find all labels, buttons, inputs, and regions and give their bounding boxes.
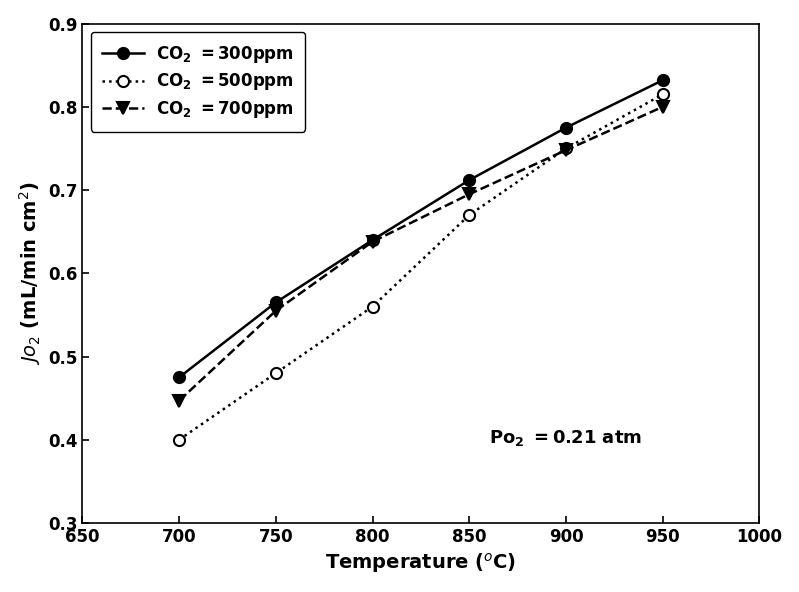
$\mathbf{CO_2}$ $\mathbf{= 300ppm}$ bbox=[464, 176, 474, 184]
Y-axis label: $Jo_2$ (mL/min cm$^2$): $Jo_2$ (mL/min cm$^2$) bbox=[17, 181, 42, 365]
$\mathbf{CO_2}$ $\mathbf{= 700ppm}$ bbox=[658, 104, 667, 111]
$\mathbf{CO_2}$ $\mathbf{= 700ppm}$ bbox=[174, 397, 184, 404]
Line: $\mathbf{CO_2}$ $\mathbf{= 700ppm}$: $\mathbf{CO_2}$ $\mathbf{= 700ppm}$ bbox=[173, 101, 669, 407]
$\mathbf{CO_2}$ $\mathbf{= 700ppm}$ bbox=[271, 307, 280, 314]
$\mathbf{CO_2}$ $\mathbf{= 500ppm}$ bbox=[271, 369, 280, 377]
Legend: $\mathbf{CO_2}$ $\mathbf{= 300ppm}$, $\mathbf{CO_2}$ $\mathbf{= 500ppm}$, $\math: $\mathbf{CO_2}$ $\mathbf{= 300ppm}$, $\m… bbox=[91, 32, 305, 131]
Line: $\mathbf{CO_2}$ $\mathbf{= 300ppm}$: $\mathbf{CO_2}$ $\mathbf{= 300ppm}$ bbox=[173, 75, 668, 383]
X-axis label: Temperature ($^o$C): Temperature ($^o$C) bbox=[325, 551, 516, 575]
$\mathbf{CO_2}$ $\mathbf{= 300ppm}$ bbox=[368, 236, 377, 243]
$\mathbf{CO_2}$ $\mathbf{= 700ppm}$ bbox=[561, 147, 570, 154]
$\mathbf{CO_2}$ $\mathbf{= 300ppm}$ bbox=[561, 124, 570, 131]
$\mathbf{CO_2}$ $\mathbf{= 300ppm}$ bbox=[271, 299, 280, 306]
$\mathbf{CO_2}$ $\mathbf{= 700ppm}$ bbox=[368, 238, 377, 245]
Text: $\mathbf{Po_2}$ $\mathbf{= 0.21\ atm}$: $\mathbf{Po_2}$ $\mathbf{= 0.21\ atm}$ bbox=[489, 428, 642, 448]
$\mathbf{CO_2}$ $\mathbf{= 500ppm}$ bbox=[561, 145, 570, 152]
Line: $\mathbf{CO_2}$ $\mathbf{= 500ppm}$: $\mathbf{CO_2}$ $\mathbf{= 500ppm}$ bbox=[173, 89, 668, 445]
$\mathbf{CO_2}$ $\mathbf{= 500ppm}$ bbox=[464, 211, 474, 218]
$\mathbf{CO_2}$ $\mathbf{= 700ppm}$ bbox=[464, 191, 474, 198]
$\mathbf{CO_2}$ $\mathbf{= 500ppm}$ bbox=[368, 303, 377, 310]
$\mathbf{CO_2}$ $\mathbf{= 500ppm}$ bbox=[174, 436, 184, 443]
$\mathbf{CO_2}$ $\mathbf{= 300ppm}$ bbox=[658, 77, 667, 84]
$\mathbf{CO_2}$ $\mathbf{= 500ppm}$ bbox=[658, 91, 667, 98]
$\mathbf{CO_2}$ $\mathbf{= 300ppm}$ bbox=[174, 374, 184, 381]
